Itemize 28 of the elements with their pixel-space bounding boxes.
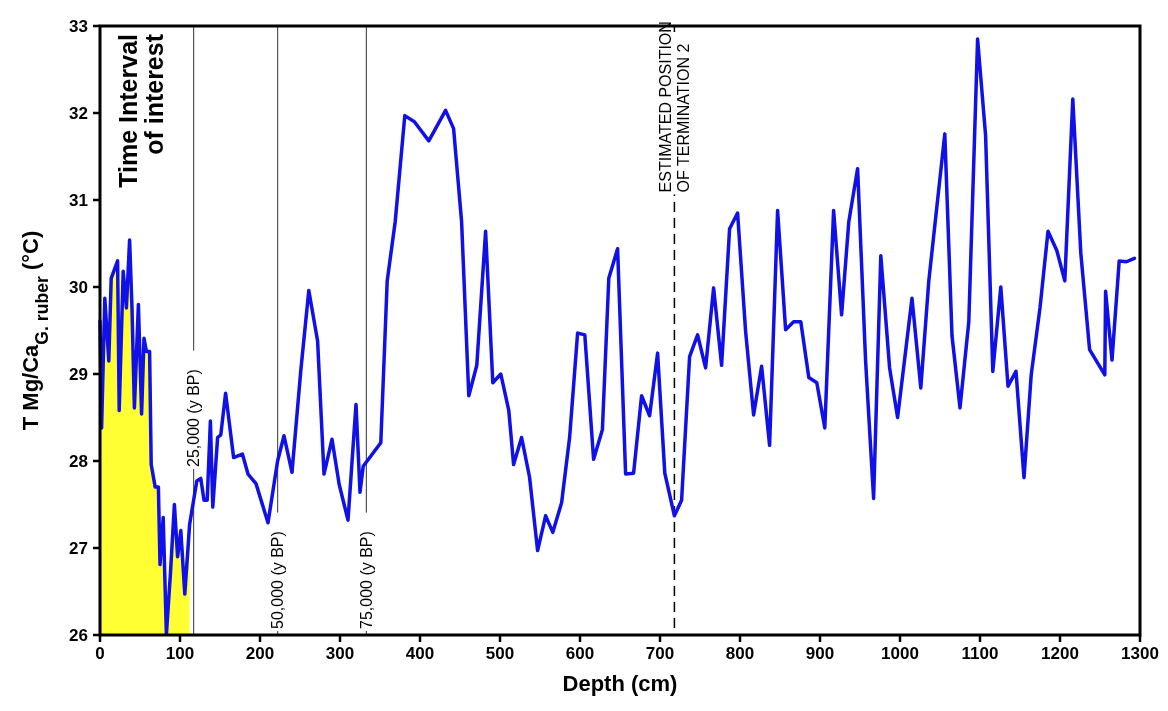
y-tick-label: 32: [69, 103, 88, 123]
x-tick-label: 800: [725, 644, 755, 663]
ref-line-label: 75,000 (y BP): [358, 531, 375, 629]
x-tick-label: 300: [325, 644, 355, 663]
x-tick-label: 1100: [961, 644, 999, 663]
x-tick-label: 700: [645, 644, 675, 663]
x-tick-label: 1000: [881, 644, 919, 663]
annotation: Time Interval of interest: [114, 33, 169, 188]
x-axis-title: Depth (cm): [562, 671, 678, 696]
y-tick-label: 31: [69, 190, 88, 210]
y-tick-label: 29: [69, 364, 88, 384]
x-tick-label: 200: [245, 644, 275, 663]
y-tick-label: 30: [69, 277, 88, 297]
x-tick-label: 400: [405, 644, 435, 663]
ref-line-label: ESTIMATED POSITION OF TERMINATION 2: [656, 21, 693, 193]
x-tick-label: 1200: [1041, 644, 1079, 663]
x-tick-label: 1300: [1121, 644, 1159, 663]
y-tick-label: 28: [69, 451, 88, 471]
x-tick-label: 0: [95, 644, 105, 663]
ref-line-label: 25,000 (y BP): [185, 369, 203, 468]
y-tick-label: 26: [69, 625, 88, 645]
y-tick-label: 27: [69, 538, 88, 558]
ref-line-label: 50,000 (y BP): [269, 531, 287, 629]
y-tick-label: 33: [69, 16, 88, 36]
x-tick-label: 100: [165, 644, 195, 663]
x-tick-label: 600: [565, 644, 595, 663]
x-tick-label: 900: [805, 644, 835, 663]
x-tick-label: 500: [485, 644, 515, 663]
